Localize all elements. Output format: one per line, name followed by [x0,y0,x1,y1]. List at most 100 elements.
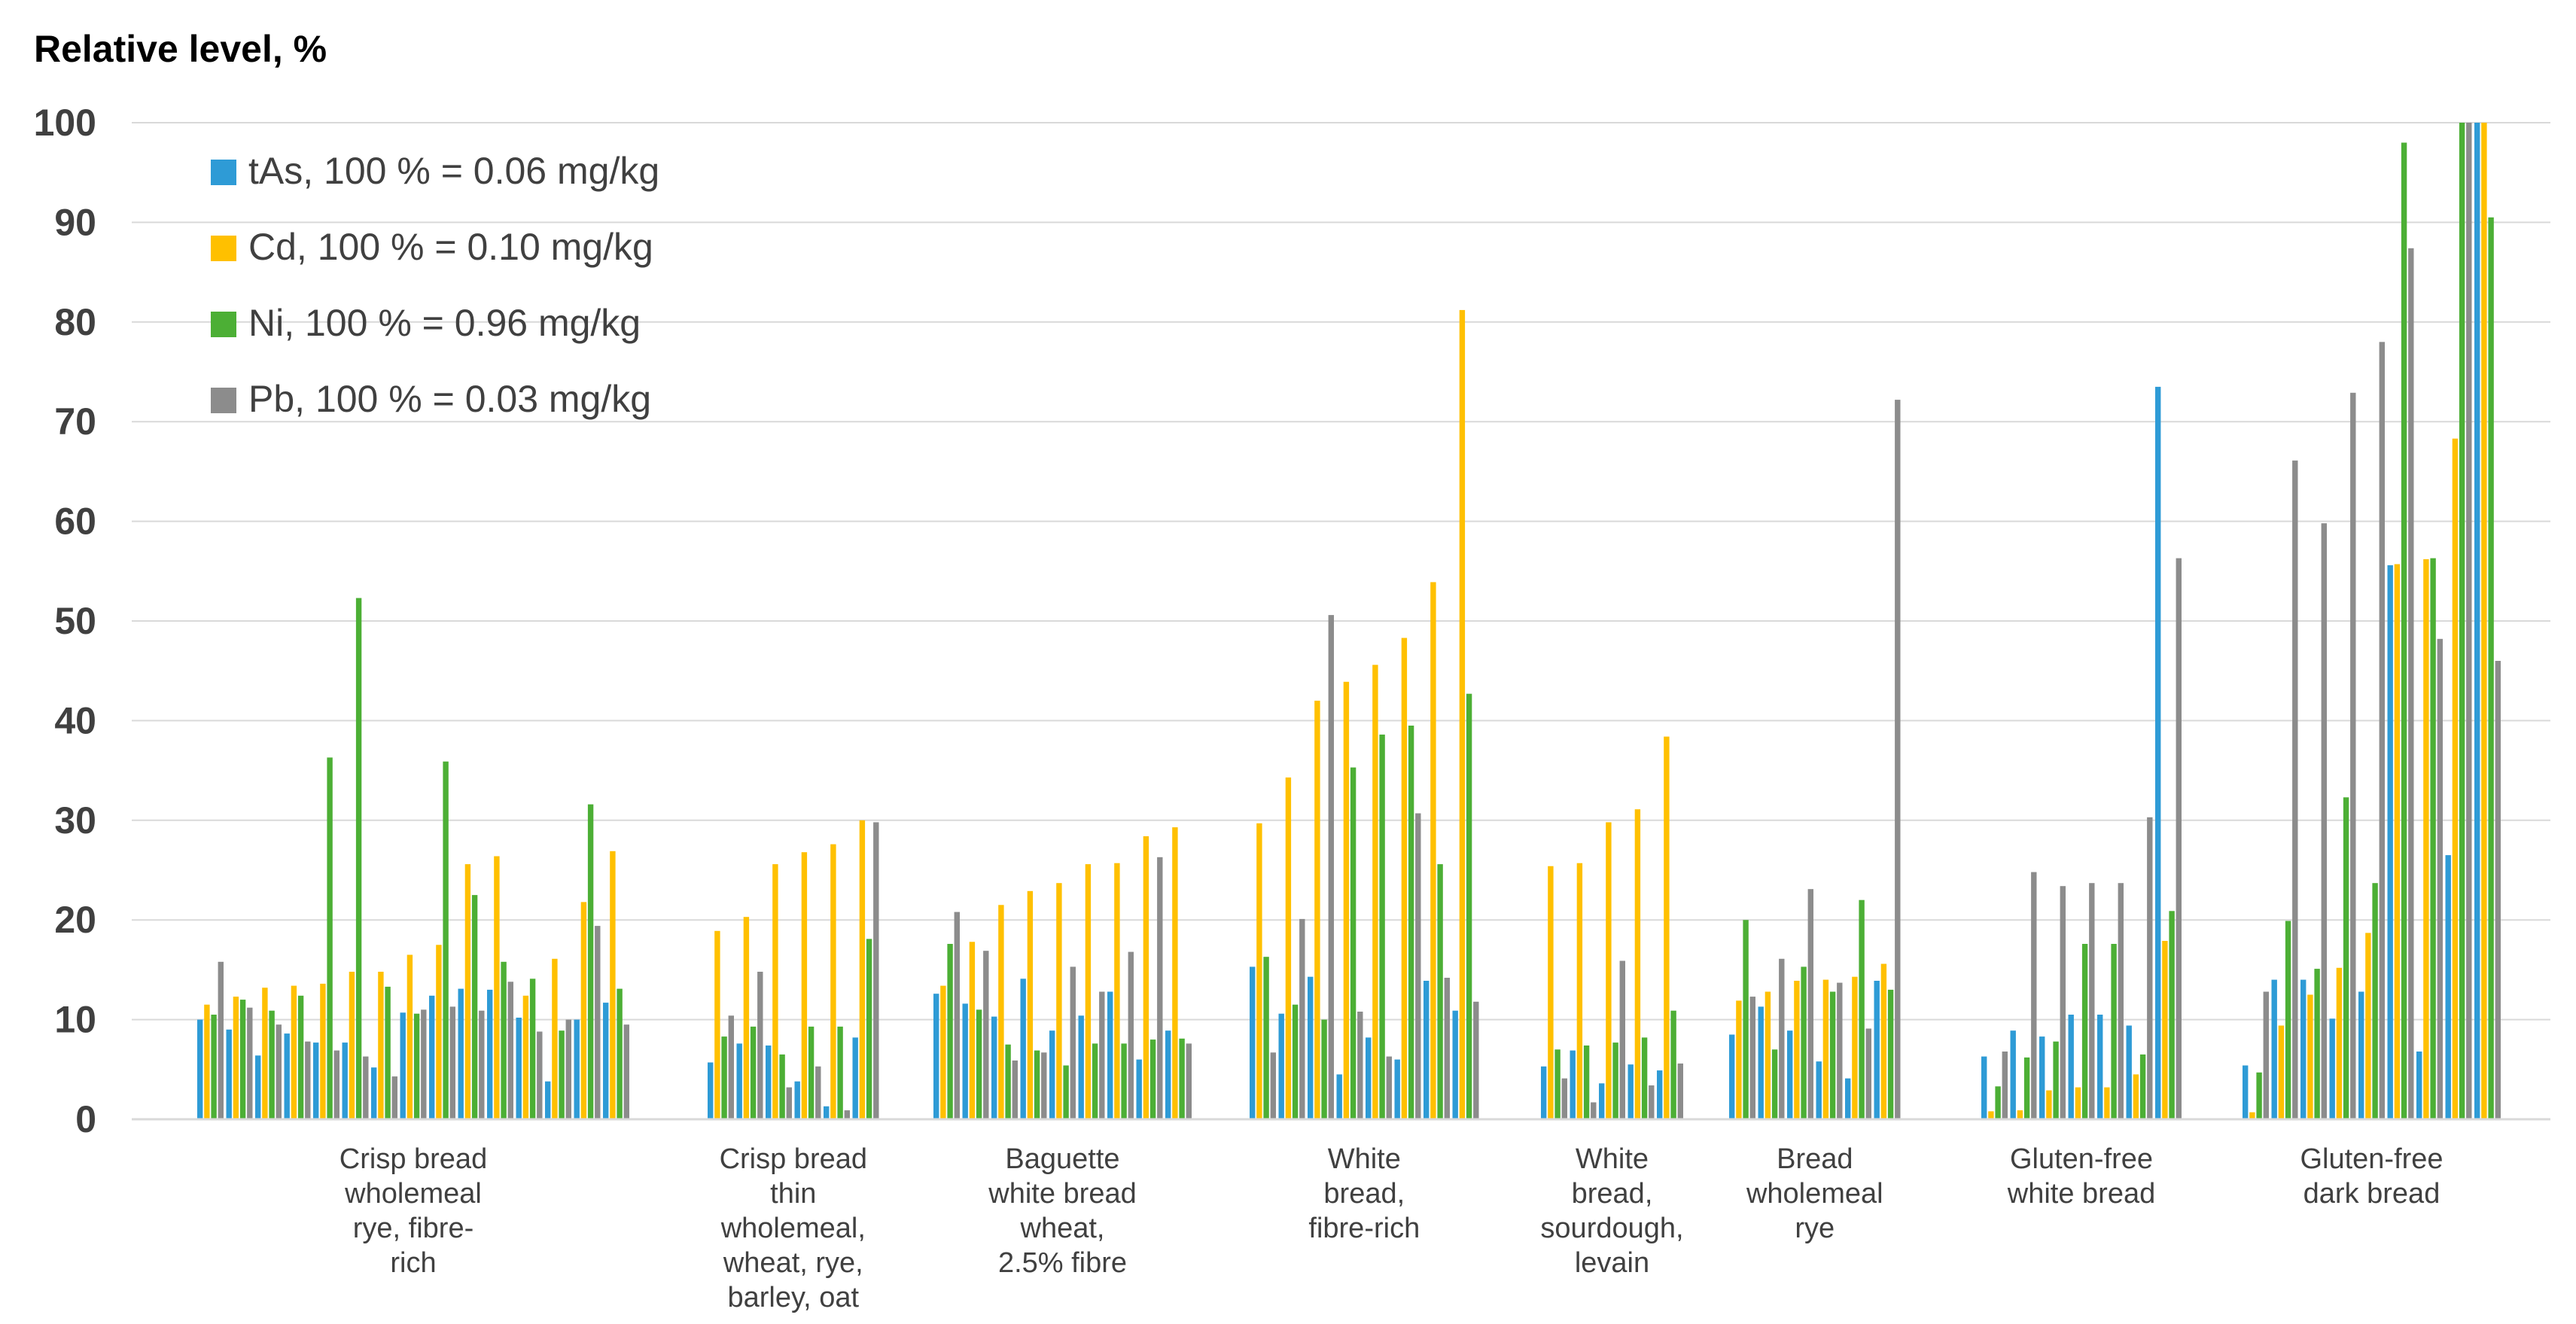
legend-label: Pb, 100 % = 0.03 mg/kg [248,378,651,420]
bar-ni [1554,1049,1561,1119]
category-label: Gluten-free [2010,1143,2153,1175]
bar-ni [269,1010,275,1119]
bar-cd [2075,1087,2081,1119]
bar-cd [2423,559,2429,1119]
bar-cd [940,985,946,1119]
category-label: wholemeal [1746,1178,1883,1210]
chart-title: Relative level, % [34,28,327,70]
bar-pb [1649,1085,1655,1119]
bar-ni [2023,1057,2030,1119]
legend-label: tAs, 100 % = 0.06 mg/kg [248,150,659,192]
bar-tas [458,988,464,1119]
bar-tas [1657,1070,1663,1119]
bar-tas [197,1019,203,1119]
bar-pb [2147,817,2153,1119]
bar-tas [313,1042,319,1119]
bar-ni [1321,1019,1327,1119]
bar-ni [1437,864,1443,1119]
bar-pb [2002,1052,2008,1119]
bar-tas [1336,1074,1342,1119]
bar-pb [2060,886,2066,1119]
bar-ni [327,757,333,1119]
bar-ni [2256,1072,2262,1119]
bar-cd [1314,700,1320,1119]
bar-ni [866,939,872,1119]
bar-ni [779,1054,785,1119]
bar-ni [2081,944,2088,1119]
bar-pb [247,1007,253,1119]
legend-swatch [211,388,236,413]
bar-pb [1444,978,1450,1119]
bar-ni [1829,991,1836,1119]
bar-cd [2104,1087,2110,1119]
bar-ni [559,1030,565,1119]
bar-tas [1107,991,1113,1119]
bar-cd [998,905,1004,1119]
bar-tas [2300,979,2307,1119]
bar-tas [1729,1034,1735,1119]
bar-cd [1027,890,1034,1119]
bar-cd [1548,866,1554,1119]
bar-pb [1591,1102,1597,1119]
bar-ni [2343,797,2349,1119]
bar-tas [2474,123,2480,1119]
bar-cd [1794,981,1800,1119]
bar-cd [1430,582,1436,1119]
bar-tas [1787,1030,1793,1119]
bar-pb [2437,638,2443,1119]
bar-pb [1270,1052,1276,1119]
bar-cd [262,988,268,1119]
bar-cd [2452,438,2459,1119]
category-label: Baguette [1005,1143,1119,1175]
y-tick-label: 90 [54,201,96,243]
bar-tas [574,1019,580,1119]
bar-ni [1771,1049,1778,1119]
bar-ni [2285,921,2291,1119]
bar-tas [2097,1015,2103,1119]
bar-ni [808,1026,815,1119]
bar-pb [1749,997,1755,1119]
bar-cd [772,864,778,1119]
bar-ni [1005,1044,1011,1119]
bar-tas [2243,1065,2249,1119]
bar-tas [708,1062,714,1119]
bar-cd [1576,863,1583,1119]
bar-pb [276,1024,282,1119]
bar-ni [750,1026,757,1119]
bar-pb [1328,615,1334,1119]
category-label: rye [1795,1213,1835,1244]
bar-ni [1743,920,1749,1119]
bar-ni [297,995,304,1119]
bar-cd [859,820,866,1119]
y-tick-label: 40 [54,699,96,741]
bar-ni [1466,693,1472,1119]
legend-swatch [211,160,236,185]
bar-tas [255,1055,261,1119]
bar-pb [1299,918,1305,1119]
bar-tas [1078,1015,1084,1119]
bar-cd [1401,638,1408,1119]
bar-ni [1379,734,1385,1119]
bar-tas [371,1067,377,1119]
bar-cd [2307,994,2313,1119]
bar-pb [218,961,224,1119]
bar-cd [2046,1090,2052,1119]
bar-pb [1099,991,1105,1119]
bar-pb [595,926,601,1119]
bar-ni [1263,957,1269,1119]
bar-pb [2466,123,2472,1119]
bar-ni [211,1015,217,1119]
category-label: sourdough, [1540,1213,1683,1244]
bar-tas [1136,1059,1142,1119]
bar-cd [522,995,529,1119]
bar-tas [852,1037,858,1119]
bar-ni [976,1009,982,1119]
bar-tas [2271,979,2277,1119]
bar-pb [1619,960,1625,1119]
bar-cd [1285,777,1292,1119]
bar-ni [239,1000,246,1119]
bar-cd [1459,309,1466,1119]
bar-pb [2408,248,2414,1119]
bar-tas [2358,991,2364,1119]
